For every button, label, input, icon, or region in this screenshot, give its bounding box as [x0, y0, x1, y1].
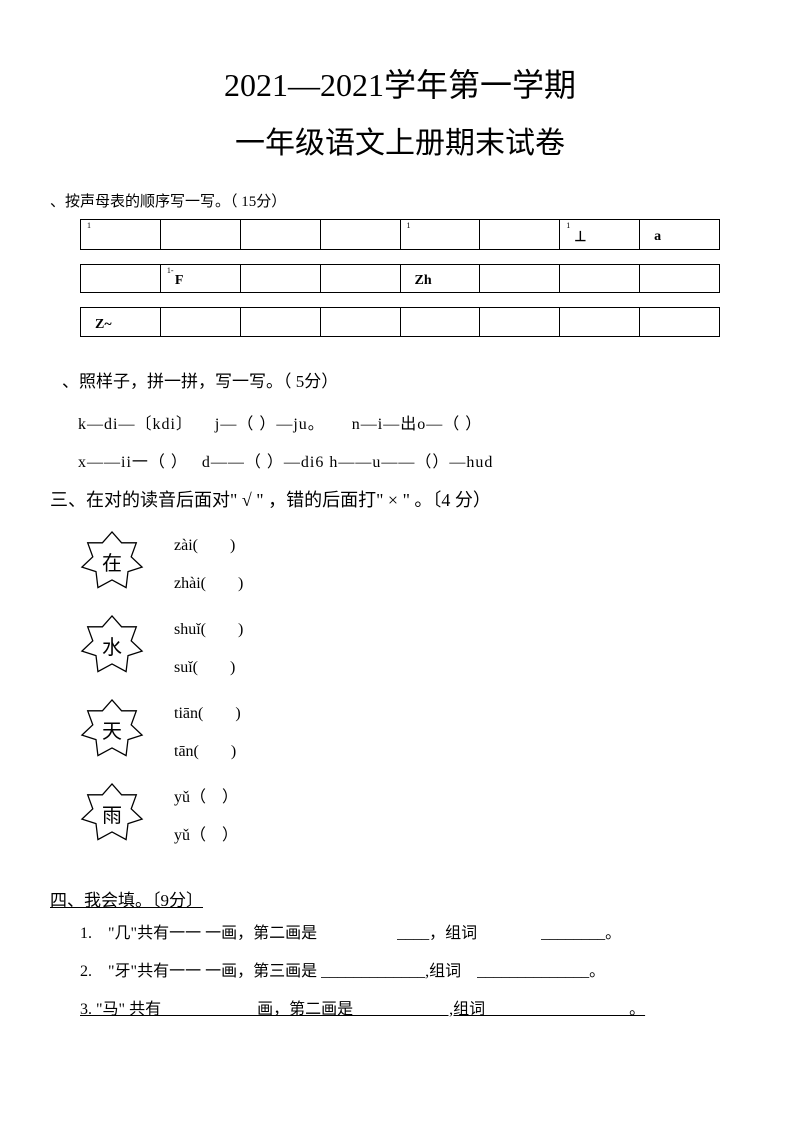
pinyin-item: 水 shuǐ( ) suǐ( ): [80, 614, 420, 678]
grid-cell: F: [165, 273, 184, 288]
star-shape: 天: [80, 698, 144, 762]
grid-marker: 1: [87, 221, 91, 230]
section4-line3: 3. "马" 共有 画，第二画是 ,组词 。: [80, 995, 750, 1019]
section3-grid: 在 zài( ) zhài( ) 水 shuǐ( ) suǐ( ) 天 tiān…: [80, 530, 750, 866]
section4-line2: 2. "牙"共有一一 一画，第三画是 _____________,组词 ____…: [80, 957, 750, 981]
pinyin-option: yǔ（ ）: [174, 821, 238, 845]
star-shape: 在: [80, 530, 144, 594]
grid-marker: 1: [407, 221, 411, 230]
section4-header: 四、我会填。〔9分〕: [50, 886, 750, 911]
section2-header: 、照样子，拼一拼，写一写。（ 5分）: [62, 367, 750, 392]
grid-cell: Z~: [85, 317, 112, 332]
star-char: 雨: [102, 799, 122, 828]
pinyin-option: zài( ): [174, 531, 243, 555]
star-char: 在: [102, 547, 122, 576]
star-shape: 水: [80, 614, 144, 678]
page-title-line2: 一年级语文上册期末试卷: [50, 118, 750, 162]
star-char: 水: [102, 631, 122, 660]
pinyin-item: 在 zài( ) zhài( ): [80, 530, 420, 594]
pinyin-item: 雨 yǔ（ ） yǔ（ ）: [80, 782, 420, 846]
section2-line1: k—di—〔kdi〕 j—（ ）—ju。 n—i—出o—（ ）: [78, 410, 750, 434]
consonant-grid-row3: Z~: [80, 307, 720, 337]
consonant-grid-row2: 1- F Zh: [80, 264, 720, 294]
section3-header: 三、在对的读音后面对" √ " ，错的后面打" × " 。〔4 分）: [50, 486, 750, 512]
pinyin-option: suǐ( ): [174, 653, 243, 677]
section4-line1: 1. "几"共有一一 一画，第二画是 ____，组词 ________。: [80, 919, 750, 943]
consonant-grid-row1: 1 1 1 ⊥ a: [80, 219, 720, 250]
grid-cell: a: [644, 229, 661, 244]
grid-marker: 1: [566, 221, 570, 230]
page-title-line1: 2021—2021学年第一学期: [50, 60, 750, 106]
pinyin-item: 天 tiān( ) tān( ): [80, 698, 420, 762]
section1-header: 、按声母表的顺序写一写。（ 15分）: [50, 190, 750, 211]
pinyin-option: yǔ（ ）: [174, 783, 238, 807]
pinyin-option: zhài( ): [174, 569, 243, 593]
star-shape: 雨: [80, 782, 144, 846]
pinyin-option: shuǐ( ): [174, 615, 243, 639]
pinyin-option: tiān( ): [174, 699, 241, 723]
grid-cell: ⊥: [564, 230, 586, 245]
grid-cell: Zh: [405, 273, 432, 288]
section2-line2: x——ii一（ ） d——（ ）—di6 h——u——（）—hud: [78, 448, 750, 472]
pinyin-option: tān( ): [174, 737, 241, 761]
star-char: 天: [102, 715, 122, 744]
